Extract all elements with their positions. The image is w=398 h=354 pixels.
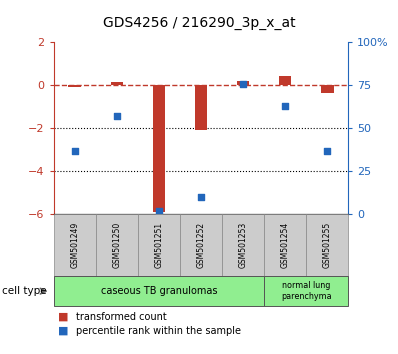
Point xyxy=(156,208,162,213)
Bar xyxy=(237,81,250,85)
Text: GDS4256 / 216290_3p_x_at: GDS4256 / 216290_3p_x_at xyxy=(103,16,295,30)
Text: caseous TB granulomas: caseous TB granulomas xyxy=(101,286,217,296)
Point xyxy=(198,194,204,200)
Text: GSM501250: GSM501250 xyxy=(112,222,121,268)
Bar xyxy=(152,85,165,212)
Point xyxy=(72,148,78,154)
Bar xyxy=(111,82,123,85)
Bar xyxy=(279,76,291,85)
Point xyxy=(282,103,288,109)
Point xyxy=(324,148,330,154)
Text: transformed count: transformed count xyxy=(76,312,166,322)
Text: ■: ■ xyxy=(58,326,68,336)
Bar xyxy=(321,85,334,93)
Text: GSM501252: GSM501252 xyxy=(197,222,205,268)
Point xyxy=(114,114,120,119)
Text: cell type: cell type xyxy=(2,286,47,296)
Bar xyxy=(68,85,81,87)
Text: ■: ■ xyxy=(58,312,68,322)
Text: GSM501255: GSM501255 xyxy=(323,222,332,268)
Point xyxy=(240,81,246,86)
Text: normal lung
parenchyma: normal lung parenchyma xyxy=(281,281,332,301)
Text: GSM501249: GSM501249 xyxy=(70,222,79,268)
Text: GSM501253: GSM501253 xyxy=(238,222,248,268)
Text: GSM501254: GSM501254 xyxy=(281,222,290,268)
Bar xyxy=(195,85,207,131)
Text: GSM501251: GSM501251 xyxy=(154,222,164,268)
Text: percentile rank within the sample: percentile rank within the sample xyxy=(76,326,241,336)
